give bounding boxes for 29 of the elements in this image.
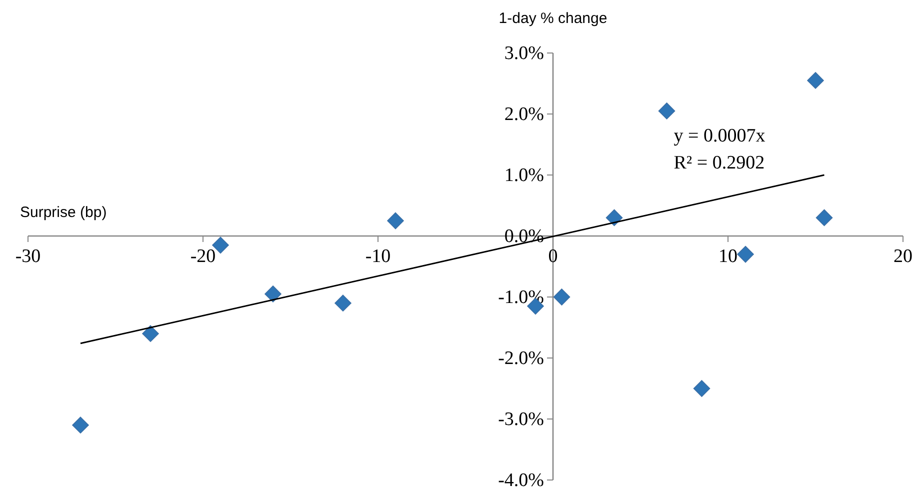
y-tick-label: -3.0% [498, 409, 544, 430]
annotation: R² = 0.2902 [674, 152, 765, 174]
x-tick-label: -20 [190, 246, 216, 267]
y-tick-label: 3.0% [504, 43, 544, 64]
x-tick-label: 20 [894, 246, 912, 267]
point [693, 380, 710, 397]
point [807, 72, 824, 89]
x-tick-label: -30 [15, 246, 41, 267]
y-axis-title: 1-day % change [498, 10, 608, 27]
point [816, 209, 833, 226]
point [737, 246, 754, 263]
y-tick-label: -2.0% [498, 348, 544, 369]
point [658, 102, 676, 120]
y-tick-label: 1.0% [504, 165, 544, 186]
point [72, 416, 89, 434]
point [142, 325, 159, 342]
point [334, 294, 352, 312]
point [387, 212, 404, 230]
x-axis-title: Surprise (bp) [20, 204, 107, 221]
x-tick-label: 10 [718, 246, 738, 267]
point [264, 286, 282, 302]
y-tick-label: -4.0% [498, 470, 544, 491]
point [553, 288, 570, 306]
y-tick-label: 0.0% [504, 226, 544, 247]
x-tick-label: -10 [365, 246, 391, 267]
annotation: y = 0.0007x [674, 125, 766, 146]
x-tick-label: 0 [548, 246, 558, 267]
y-tick-label: 2.0% [504, 104, 544, 125]
point [606, 209, 623, 226]
